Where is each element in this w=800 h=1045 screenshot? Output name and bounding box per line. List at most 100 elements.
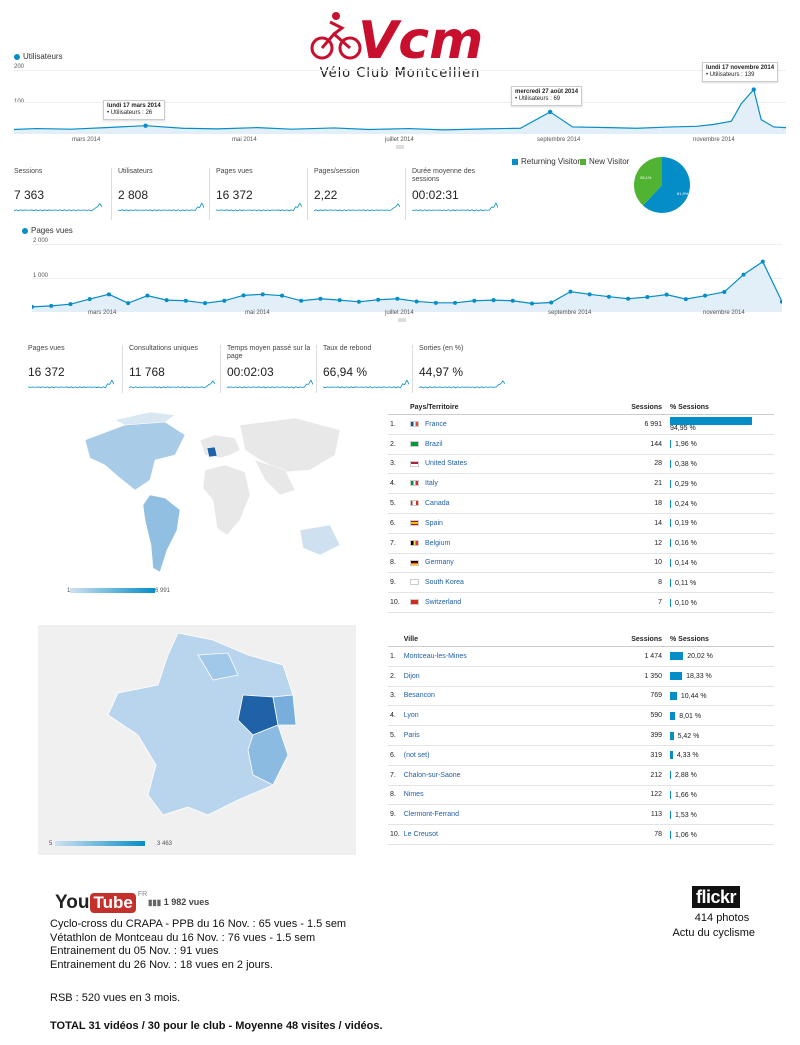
chart2-resize-handle[interactable] (398, 318, 406, 322)
country-link[interactable]: United States (425, 460, 468, 468)
data-point[interactable] (472, 298, 477, 303)
data-point[interactable] (722, 289, 727, 294)
col-country[interactable]: Pays/Territoire (408, 401, 604, 415)
col-sessions[interactable]: Sessions (604, 401, 664, 415)
row-country: United States (408, 454, 604, 475)
data-point[interactable] (318, 296, 323, 301)
data-point[interactable] (164, 298, 169, 303)
city-link[interactable]: Paris (403, 732, 420, 740)
data-point[interactable] (241, 293, 246, 298)
sparkline-path (129, 380, 215, 389)
country-link[interactable]: France (425, 420, 447, 428)
data-point[interactable] (510, 298, 515, 303)
chart1-xtick: septembre 2014 (537, 137, 581, 143)
data-point[interactable] (549, 300, 554, 305)
metric-exits[interactable]: Sorties (en %) 44,97 % (413, 345, 505, 393)
pie-slice-new[interactable] (634, 157, 662, 206)
col-pct-sessions[interactable]: % Sessions (664, 401, 774, 415)
city-link[interactable]: Besancon (403, 692, 435, 700)
data-point[interactable] (587, 292, 592, 297)
country-link[interactable]: Belgium (425, 539, 451, 547)
data-point[interactable] (299, 298, 304, 303)
data-point[interactable] (645, 295, 650, 300)
data-point[interactable] (741, 272, 746, 277)
world-map[interactable]: 1 6 991 (55, 400, 355, 600)
sparkline-path (314, 203, 400, 212)
data-point[interactable] (337, 298, 342, 303)
col-sessions[interactable]: Sessions (604, 633, 664, 647)
city-link[interactable]: (not set) (403, 751, 430, 759)
data-point[interactable] (530, 301, 534, 306)
col-city[interactable]: Ville (401, 633, 604, 647)
data-point[interactable] (568, 289, 573, 294)
row-pct: 20,02 % (664, 646, 774, 667)
data-point[interactable] (606, 294, 611, 299)
city-link[interactable]: Dijon (403, 672, 420, 680)
data-point[interactable] (395, 296, 400, 301)
col-pct-sessions[interactable]: % Sessions (664, 633, 774, 647)
metric-avg-duration[interactable]: Durée moyenne des sessions 00:02:31 (406, 168, 504, 220)
metric-pages-per-session[interactable]: Pages/session 2,22 (308, 168, 406, 220)
data-point[interactable] (433, 300, 438, 305)
france-map[interactable]: 5 3 463 (38, 625, 356, 855)
city-link[interactable]: Le Creusot (403, 831, 438, 839)
metric-users[interactable]: Utilisateurs 2 808 (112, 168, 210, 220)
data-point[interactable] (751, 87, 756, 92)
data-point[interactable] (453, 300, 458, 305)
world-map-scale (70, 588, 155, 593)
data-point[interactable] (203, 301, 208, 306)
country-link[interactable]: Canada (425, 500, 450, 508)
data-point[interactable] (683, 297, 688, 302)
data-point[interactable] (780, 299, 782, 304)
metric-unique-views[interactable]: Consultations uniques 11 768 (123, 345, 221, 393)
city-link[interactable]: Montceau-les-Mines (403, 652, 467, 660)
data-point[interactable] (143, 123, 148, 128)
city-link[interactable]: Nimes (403, 791, 424, 799)
chart1-xtick: novembre 2014 (693, 137, 735, 143)
country-link[interactable]: Italy (425, 480, 438, 488)
metric-value: 7 363 (14, 188, 45, 202)
data-point[interactable] (260, 292, 265, 297)
metric-bounce-rate[interactable]: Taux de rebond 66,94 % (317, 345, 413, 393)
data-point[interactable] (183, 298, 188, 303)
country-link[interactable]: Switzerland (425, 599, 462, 607)
data-point[interactable] (32, 304, 34, 309)
data-point[interactable] (87, 297, 92, 302)
data-point[interactable] (356, 299, 361, 304)
pct-bar (670, 830, 671, 839)
data-point[interactable] (626, 296, 631, 301)
city-link[interactable]: Chalon-sur-Saone (403, 771, 461, 779)
pie-slice-returning[interactable] (642, 157, 690, 213)
data-point[interactable] (760, 259, 765, 264)
metric-pageviews-2[interactable]: Pages vues 16 372 (28, 345, 123, 393)
row-pct: 1,53 % (664, 804, 774, 826)
city-link[interactable]: Clermont-Ferrand (403, 811, 459, 819)
data-point[interactable] (414, 299, 419, 304)
country-link[interactable]: South Korea (425, 579, 464, 587)
data-point[interactable] (376, 297, 381, 302)
pct-bar (670, 440, 671, 449)
data-point[interactable] (49, 303, 54, 308)
row-sessions: 399 (604, 725, 664, 746)
metric-avg-time[interactable]: Temps moyen passé sur la page 00:02:03 (221, 345, 317, 393)
city-link[interactable]: Lyon (403, 712, 419, 720)
country-link[interactable]: Brazil (425, 440, 443, 448)
data-point[interactable] (126, 301, 131, 306)
row-rank: 2. (388, 434, 408, 455)
data-point[interactable] (491, 298, 496, 303)
table-row: 8. Nimes 122 1,66 % (388, 785, 774, 806)
chart1-resize-handle[interactable] (396, 145, 404, 149)
data-point[interactable] (222, 298, 227, 303)
data-point[interactable] (703, 293, 708, 298)
data-point[interactable] (106, 292, 111, 297)
data-point[interactable] (664, 292, 669, 297)
data-point[interactable] (280, 293, 284, 298)
country-link[interactable]: Spain (425, 519, 443, 527)
metric-sessions[interactable]: Sessions 7 363 (14, 168, 112, 220)
data-point[interactable] (547, 109, 553, 115)
metric-pageviews[interactable]: Pages vues 16 372 (210, 168, 308, 220)
pct-bar (670, 771, 671, 780)
data-point[interactable] (68, 302, 73, 307)
country-link[interactable]: Germany (425, 559, 454, 567)
data-point[interactable] (145, 293, 150, 298)
